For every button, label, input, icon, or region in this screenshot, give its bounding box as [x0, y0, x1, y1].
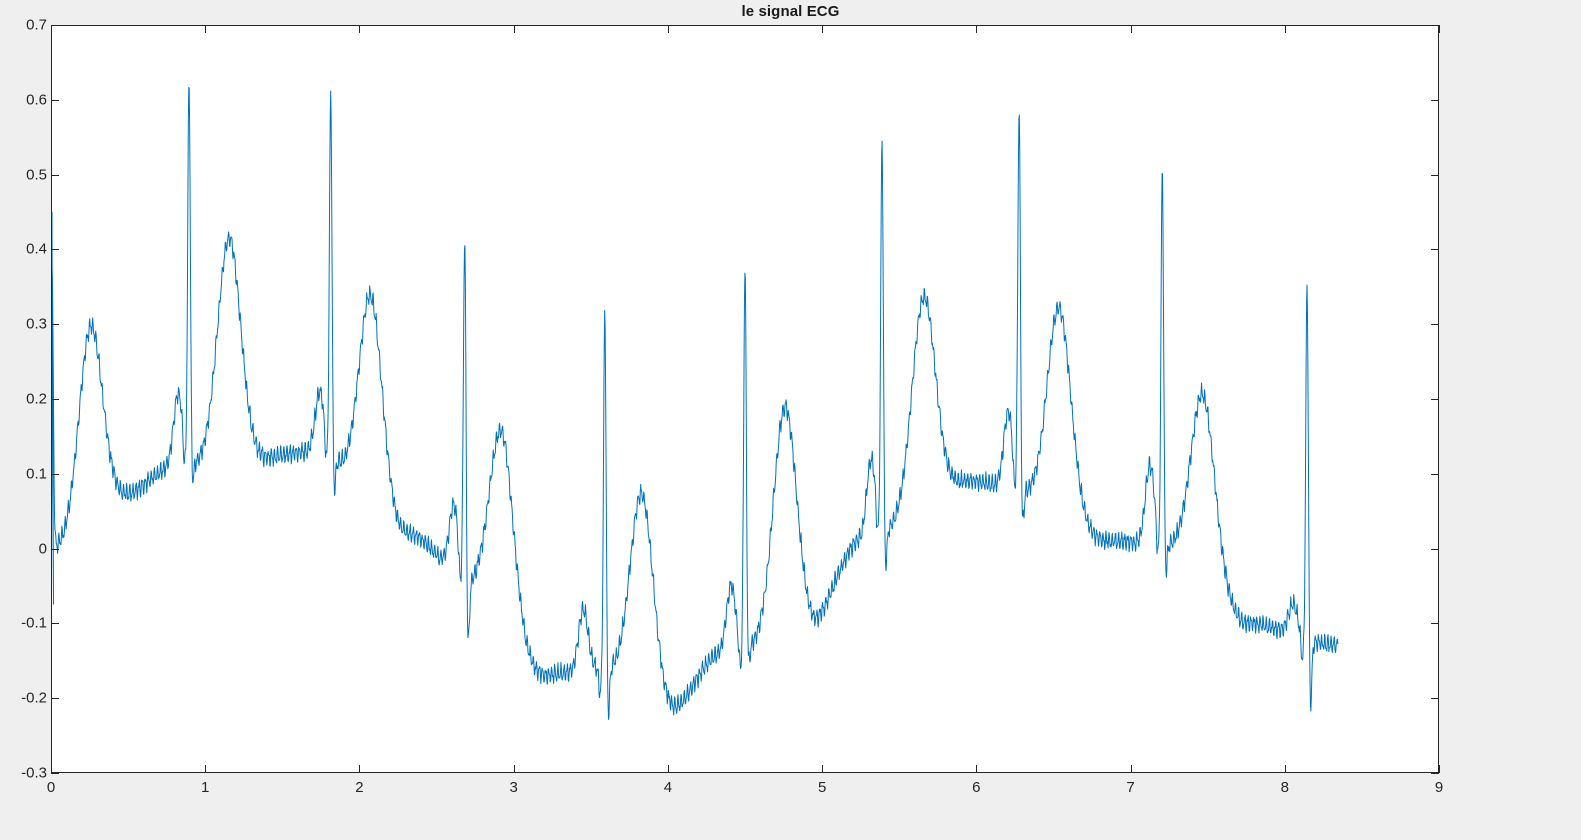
x-tick-label: 3: [509, 779, 518, 796]
x-tick-mark-top: [667, 25, 669, 33]
x-tick-label: 4: [663, 779, 673, 796]
x-tick-mark-top: [513, 25, 515, 33]
y-tick-mark: [51, 548, 59, 550]
y-tick-label: 0: [38, 540, 47, 558]
x-tick-mark-top: [51, 25, 52, 33]
y-tick-mark-right: [1431, 399, 1439, 400]
y-tick-mark: [51, 174, 59, 176]
x-tick-label: 2: [355, 779, 364, 796]
y-tick-mark-right: [1431, 324, 1439, 326]
x-tick-label: 7: [1126, 779, 1135, 796]
x-tick-label: 6: [972, 779, 981, 796]
y-tick-mark-right: [1431, 174, 1439, 176]
page-title: le signal ECG: [741, 3, 840, 20]
x-tick-label: 9: [1434, 779, 1444, 796]
x-tick-mark-top: [205, 25, 207, 33]
ecg-signal-plot: [52, 26, 1438, 772]
x-tick-mark-top: [976, 25, 978, 33]
y-tick-label: 0.3: [26, 315, 47, 333]
x-tick-mark-top: [822, 25, 824, 33]
x-tick-mark: [205, 765, 207, 773]
x-tick-mark-top: [359, 25, 361, 33]
y-tick-label: 0.1: [26, 465, 47, 483]
x-tick-label: 0: [46, 779, 56, 796]
y-tick-label: -0.1: [21, 614, 47, 632]
y-tick-mark: [51, 773, 59, 774]
y-tick-mark-right: [1431, 99, 1439, 101]
y-tick-label: 0.5: [26, 166, 47, 184]
x-tick-mark: [1284, 765, 1286, 773]
y-tick-mark: [51, 623, 59, 625]
x-tick-mark: [976, 765, 978, 773]
x-tick-mark: [51, 765, 52, 773]
y-tick-mark-right: [1431, 249, 1439, 251]
y-tick-mark-right: [1431, 548, 1439, 550]
y-tick-label: 0.2: [26, 390, 47, 408]
x-tick-mark: [1130, 765, 1132, 773]
y-tick-mark: [51, 25, 59, 26]
y-tick-label: -0.2: [21, 689, 47, 707]
y-tick-mark-right: [1431, 773, 1439, 774]
x-tick-mark: [513, 765, 515, 773]
x-tick-mark-top: [1439, 25, 1440, 33]
y-tick-mark: [51, 399, 59, 400]
x-tick-label: 8: [1280, 779, 1289, 796]
y-tick-mark-right: [1431, 25, 1439, 26]
x-tick-label: 1: [201, 779, 210, 796]
y-tick-mark: [51, 698, 59, 700]
y-tick-mark-right: [1431, 698, 1439, 700]
x-tick-mark: [667, 765, 669, 773]
y-tick-label: -0.3: [21, 764, 47, 782]
x-tick-mark-top: [1284, 25, 1286, 33]
y-tick-mark: [51, 324, 59, 326]
ecg-signal-line: [52, 88, 1338, 720]
y-tick-mark: [51, 473, 59, 475]
x-tick-mark: [359, 765, 361, 773]
x-tick-mark-top: [1130, 25, 1132, 33]
y-tick-mark-right: [1431, 623, 1439, 625]
y-tick-label: 0.7: [26, 16, 47, 34]
plot-axes: [51, 25, 1439, 773]
x-tick-mark: [1439, 765, 1440, 773]
x-tick-mark: [822, 765, 824, 773]
y-tick-mark-right: [1431, 473, 1439, 475]
y-tick-mark: [51, 99, 59, 101]
y-tick-mark: [51, 249, 59, 251]
y-tick-label: 0.6: [26, 91, 47, 109]
x-tick-label: 5: [817, 779, 827, 796]
y-tick-label: 0.4: [26, 240, 47, 258]
